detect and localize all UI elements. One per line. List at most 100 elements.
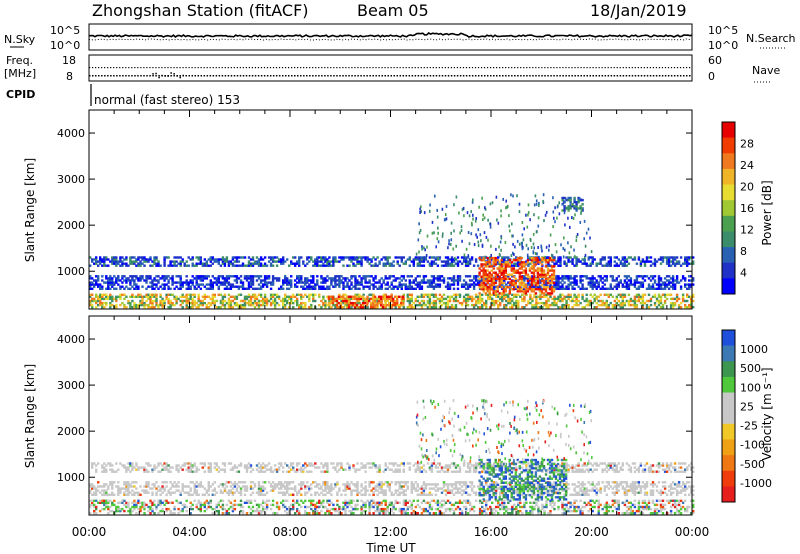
heatmap-cell: [296, 275, 299, 278]
heatmap-cell: [452, 247, 455, 251]
heatmap-cell: [473, 243, 476, 246]
heatmap-cell: [498, 245, 500, 249]
heatmap-cell: [219, 264, 223, 267]
heatmap-cell: [581, 262, 584, 265]
heatmap-cell: [540, 292, 544, 295]
heatmap-cell: [434, 258, 438, 261]
heatmap-cell: [388, 295, 391, 298]
heatmap-cell: [247, 462, 251, 465]
heatmap-cell: [249, 283, 253, 286]
heatmap-cell: [595, 301, 598, 305]
heatmap-cell: [155, 297, 158, 301]
heatmap-cell: [245, 301, 249, 305]
heatmap-cell: [163, 277, 166, 280]
heatmap-cell: [300, 275, 303, 278]
heatmap-cell: [217, 281, 220, 284]
freq-point: [324, 75, 326, 77]
heatmap-cell: [623, 256, 627, 259]
heatmap-cell: [135, 260, 138, 263]
heatmap-cell: [237, 260, 241, 263]
heatmap-cell: [155, 256, 158, 259]
heatmap-cell: [145, 299, 148, 303]
heatmap-cell: [269, 301, 273, 305]
heatmap-cell: [329, 301, 333, 305]
heatmap-cell: [553, 297, 556, 301]
heatmap-cell: [587, 301, 590, 305]
heatmap-cell: [237, 293, 241, 296]
heatmap-cell: [173, 303, 176, 307]
heatmap-cell: [684, 306, 687, 309]
nave-point: [459, 67, 462, 69]
heatmap-cell: [545, 295, 548, 298]
heatmap-cell: [444, 306, 448, 309]
heatmap-cell: [183, 462, 186, 465]
heatmap-cell: [538, 290, 542, 293]
heatmap-cell: [525, 464, 528, 467]
heatmap-cell: [467, 231, 470, 234]
heatmap-cell: [213, 301, 216, 305]
heatmap-cell: [452, 258, 456, 261]
heatmap-cell: [209, 283, 212, 286]
heatmap-cell: [418, 285, 421, 288]
heatmap-cell: [478, 267, 481, 270]
heatmap-cell: [346, 256, 349, 259]
heatmap-cell: [472, 264, 476, 267]
heatmap-cell: [367, 299, 371, 303]
heatmap-cell: [673, 256, 677, 259]
heatmap-cell: [312, 464, 315, 467]
heatmap-cell: [356, 306, 359, 309]
heatmap-cell: [334, 260, 337, 263]
heatmap-cell: [613, 306, 616, 309]
heatmap-cell: [229, 468, 233, 471]
heatmap-cell: [492, 290, 495, 293]
heatmap-cell: [452, 275, 456, 278]
heatmap-cell: [241, 287, 245, 290]
heatmap-cell: [436, 466, 440, 469]
heatmap-cell: [229, 301, 233, 305]
heatmap-cell: [275, 295, 279, 298]
heatmap-cell: [549, 464, 552, 467]
heatmap-cell: [499, 301, 502, 305]
heatmap-cell: [476, 299, 480, 303]
heatmap-cell: [209, 287, 212, 290]
heatmap-cell: [261, 462, 265, 465]
heatmap-cell: [161, 306, 164, 309]
heatmap-cell: [193, 264, 196, 267]
freq-point: [532, 75, 534, 77]
heatmap-cell: [245, 277, 249, 280]
heatmap-cell: [494, 275, 497, 278]
heatmap-cell: [474, 279, 478, 282]
heatmap-cell: [625, 264, 629, 267]
heatmap-cell: [472, 468, 476, 471]
heatmap-cell: [507, 293, 510, 296]
nave-point: [520, 67, 522, 69]
heatmap-cell: [504, 286, 507, 289]
heatmap-cell: [518, 210, 521, 214]
heatmap-cell: [145, 293, 148, 296]
heatmap-cell: [103, 462, 106, 465]
heatmap-cell: [420, 466, 424, 469]
heatmap-cell: [165, 464, 168, 467]
heatmap-cell: [527, 255, 529, 259]
heatmap-cell: [547, 293, 550, 296]
heatmap-cell: [103, 301, 106, 305]
heatmap-cell: [574, 213, 576, 217]
heatmap-cell: [177, 470, 180, 473]
heatmap-cell: [350, 256, 353, 259]
heatmap-cell: [350, 275, 353, 278]
heatmap-cell: [440, 260, 444, 263]
heatmap-cell: [161, 297, 164, 301]
heatmap-cell: [119, 287, 122, 290]
nave-point: [658, 67, 661, 69]
heatmap-cell: [392, 279, 395, 282]
heatmap-cell: [346, 264, 349, 267]
heatmap-cell: [406, 287, 409, 290]
freq-point: [574, 75, 576, 77]
heatmap-cell: [308, 256, 311, 259]
heatmap-cell: [392, 470, 395, 473]
heatmap-cell: [331, 299, 335, 303]
heatmap-cell: [298, 293, 301, 296]
heatmap-cell: [444, 260, 448, 263]
heatmap-cell: [155, 299, 158, 303]
heatmap-cell: [481, 470, 484, 473]
